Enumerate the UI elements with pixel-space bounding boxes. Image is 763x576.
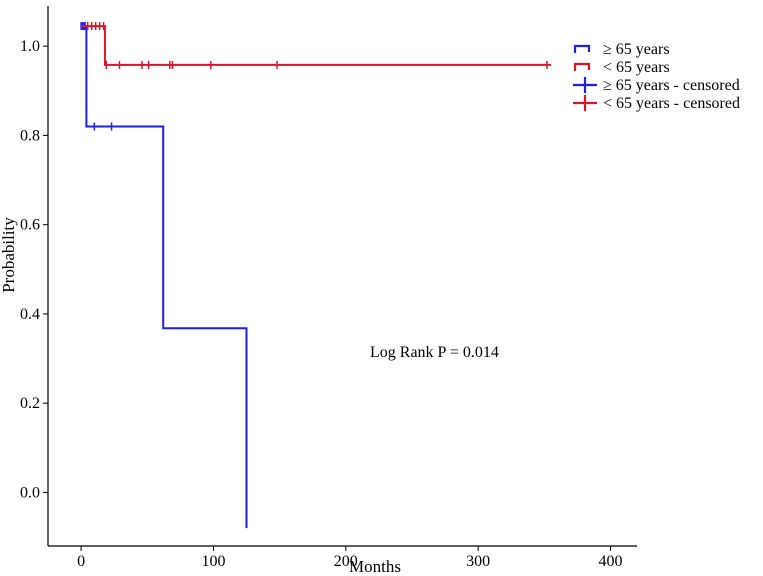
legend-label: ≥ 65 years bbox=[603, 41, 670, 58]
y-tick-label: 0.8 bbox=[20, 127, 40, 144]
y-tick-label: 0.4 bbox=[20, 306, 40, 323]
legend-step-symbol bbox=[573, 44, 591, 53]
legend-label: < 65 years bbox=[603, 59, 670, 76]
y-tick-label: 0.0 bbox=[20, 484, 40, 501]
legend-label: < 65 years - censored bbox=[603, 95, 740, 112]
series-line-0 bbox=[81, 25, 248, 529]
axes: 0 100 200 300 400 0.0 0.2 0.4 0.6 0.8 1.0 bbox=[20, 6, 637, 570]
legend: ≥ 65 years< 65 years≥ 65 years - censore… bbox=[573, 41, 740, 112]
x-tick-label: 400 bbox=[599, 553, 623, 570]
y-axis-title: Probability bbox=[0, 217, 18, 293]
y-tick-label: 1.0 bbox=[20, 38, 40, 55]
legend-label: ≥ 65 years - censored bbox=[603, 77, 740, 94]
x-axis-title: Months bbox=[349, 557, 401, 576]
plot-marks bbox=[80, 22, 551, 529]
y-tick-label: 0.6 bbox=[20, 217, 40, 234]
x-tick-label: 200 bbox=[334, 553, 358, 570]
x-tick-label: 100 bbox=[201, 553, 225, 570]
legend-step-symbol bbox=[573, 62, 591, 71]
series-line-1 bbox=[81, 25, 551, 66]
log-rank-annotation: Log Rank P = 0.014 bbox=[370, 344, 499, 361]
x-tick-label: 300 bbox=[466, 553, 490, 570]
x-tick-label: 0 bbox=[77, 553, 85, 570]
y-tick-label: 0.2 bbox=[20, 395, 40, 412]
